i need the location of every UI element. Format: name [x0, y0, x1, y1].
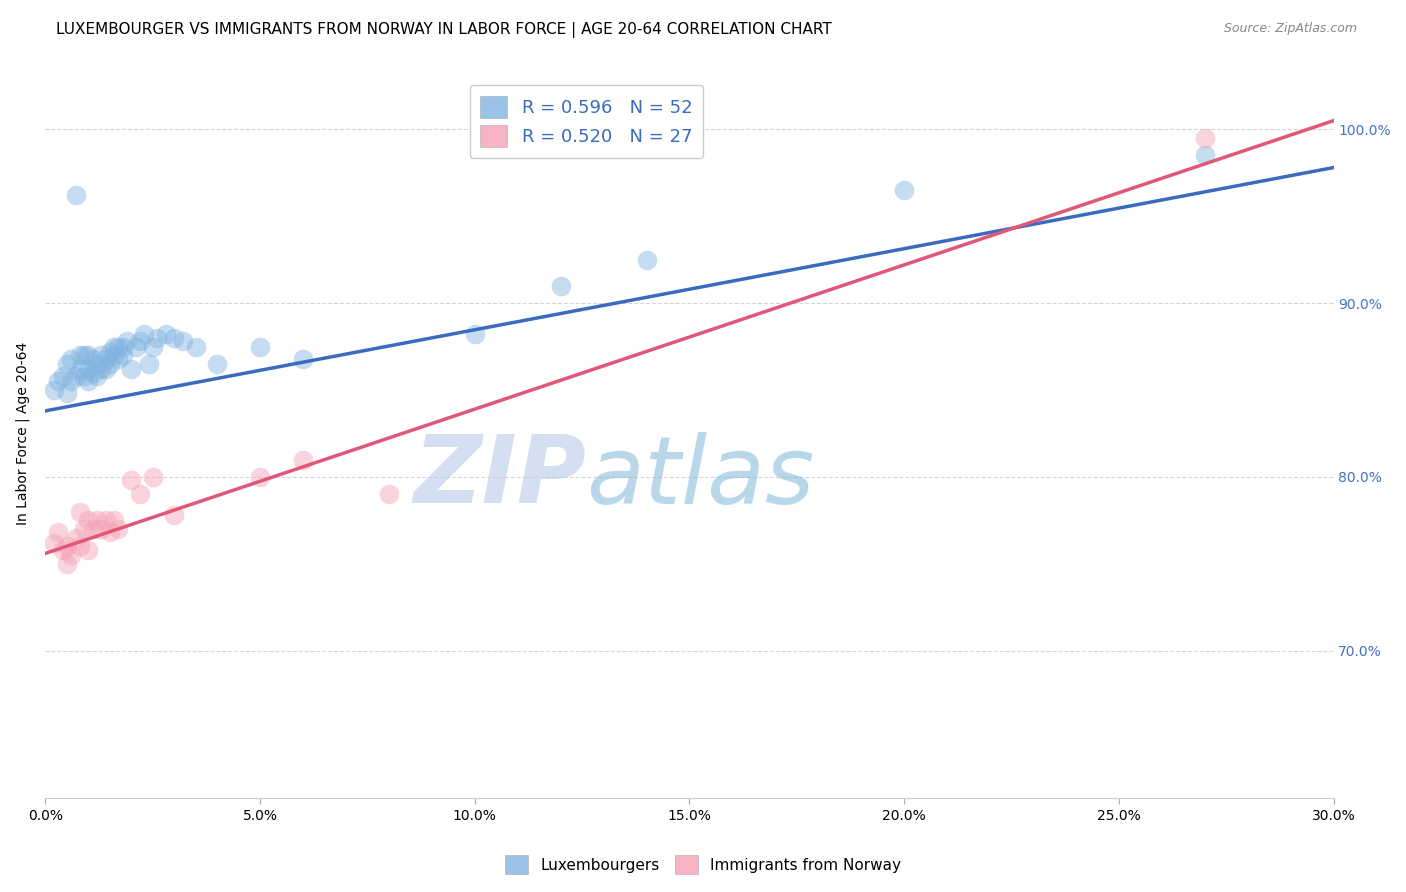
Point	[48, 525, 70, 540]
Point	[56, 357, 79, 371]
Point	[129, 487, 152, 501]
Point	[115, 334, 138, 349]
Point	[155, 327, 177, 342]
Point	[1194, 148, 1216, 162]
Y-axis label: In Labor Force | Age 20-64: In Labor Force | Age 20-64	[15, 342, 30, 525]
Point	[249, 340, 271, 354]
Text: LUXEMBOURGER VS IMMIGRANTS FROM NORWAY IN LABOR FORCE | AGE 20-64 CORRELATION CH: LUXEMBOURGER VS IMMIGRANTS FROM NORWAY I…	[56, 22, 832, 38]
Point	[134, 327, 156, 342]
Point	[120, 362, 142, 376]
Point	[86, 357, 108, 371]
Point	[1194, 131, 1216, 145]
Point	[163, 508, 186, 522]
Point	[124, 340, 146, 354]
Point	[60, 548, 83, 562]
Point	[142, 340, 165, 354]
Point	[73, 522, 96, 536]
Point	[205, 357, 228, 371]
Point	[56, 557, 79, 571]
Point	[69, 505, 91, 519]
Point	[82, 351, 104, 366]
Point	[65, 188, 87, 202]
Point	[172, 334, 194, 349]
Point	[98, 525, 121, 540]
Point	[90, 348, 112, 362]
Point	[82, 522, 104, 536]
Point	[77, 542, 100, 557]
Point	[103, 348, 125, 362]
Point	[77, 348, 100, 362]
Legend: R = 0.596   N = 52, R = 0.520   N = 27: R = 0.596 N = 52, R = 0.520 N = 27	[470, 85, 703, 158]
Point	[103, 513, 125, 527]
Point	[98, 357, 121, 371]
Point	[103, 340, 125, 354]
Point	[636, 252, 658, 267]
Point	[86, 513, 108, 527]
Point	[120, 474, 142, 488]
Point	[73, 348, 96, 362]
Point	[94, 351, 117, 366]
Point	[52, 369, 75, 384]
Point	[94, 513, 117, 527]
Point	[82, 366, 104, 380]
Text: Source: ZipAtlas.com: Source: ZipAtlas.com	[1223, 22, 1357, 36]
Point	[42, 383, 65, 397]
Point	[107, 340, 129, 354]
Legend: Luxembourgers, Immigrants from Norway: Luxembourgers, Immigrants from Norway	[499, 849, 907, 880]
Point	[184, 340, 207, 354]
Point	[90, 522, 112, 536]
Point	[77, 362, 100, 376]
Point	[146, 331, 169, 345]
Point	[107, 351, 129, 366]
Point	[98, 344, 121, 359]
Point	[111, 340, 134, 354]
Point	[464, 327, 486, 342]
Point	[163, 331, 186, 345]
Point	[56, 386, 79, 401]
Point	[77, 513, 100, 527]
Point	[69, 362, 91, 376]
Point	[65, 531, 87, 545]
Point	[60, 374, 83, 388]
Point	[893, 183, 915, 197]
Point	[378, 487, 401, 501]
Point	[60, 351, 83, 366]
Point	[94, 362, 117, 376]
Point	[65, 369, 87, 384]
Point	[138, 357, 160, 371]
Point	[52, 542, 75, 557]
Point	[77, 374, 100, 388]
Point	[48, 374, 70, 388]
Point	[86, 369, 108, 384]
Point	[292, 452, 315, 467]
Point	[69, 540, 91, 554]
Point	[292, 351, 315, 366]
Point	[129, 334, 152, 349]
Point	[111, 348, 134, 362]
Point	[42, 536, 65, 550]
Point	[69, 348, 91, 362]
Point	[107, 522, 129, 536]
Point	[73, 369, 96, 384]
Text: atlas: atlas	[586, 432, 814, 523]
Point	[90, 362, 112, 376]
Point	[550, 278, 572, 293]
Point	[56, 540, 79, 554]
Point	[142, 470, 165, 484]
Text: ZIP: ZIP	[413, 431, 586, 524]
Point	[249, 470, 271, 484]
